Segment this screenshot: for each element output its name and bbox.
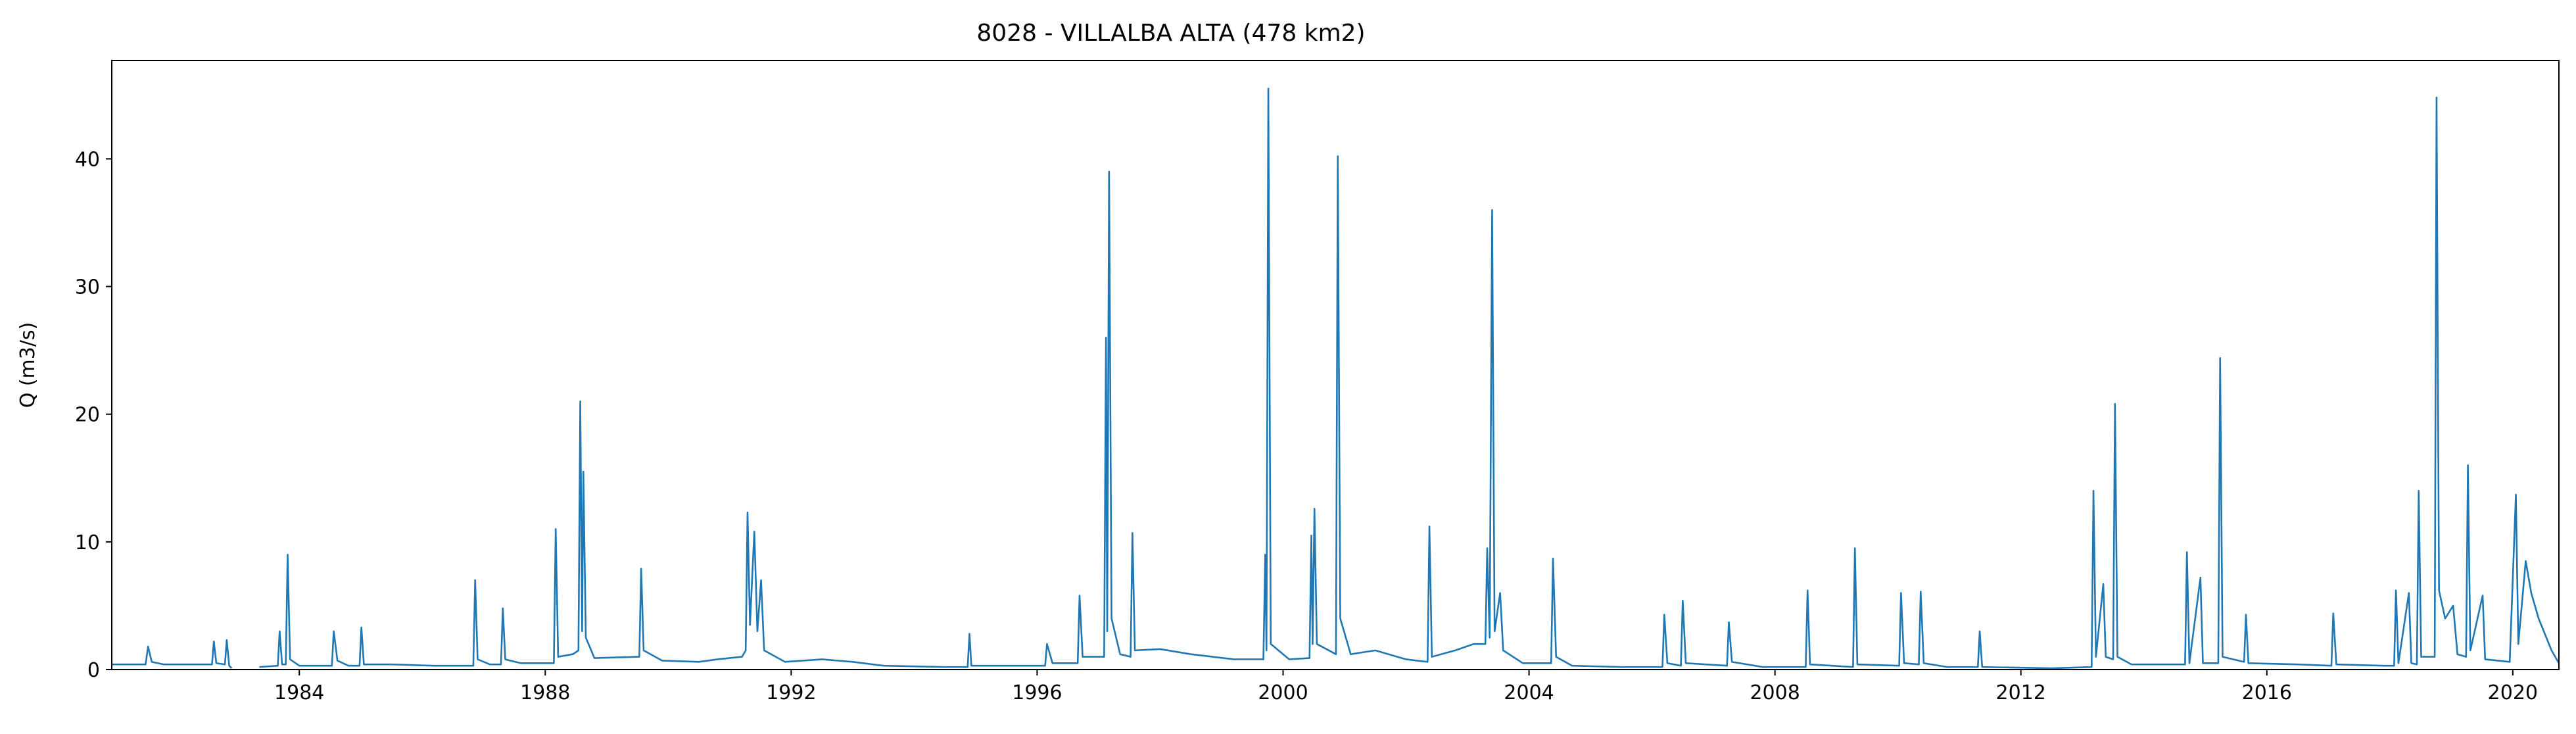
- y-tick-label: 40: [75, 148, 100, 171]
- y-tick-label: 20: [75, 404, 100, 427]
- data-line: [112, 639, 233, 669]
- x-tick-label: 1992: [766, 681, 816, 704]
- x-tick-label: 1984: [274, 681, 324, 704]
- chart-title: 8028 - VILLALBA ALTA (478 km2): [976, 20, 1365, 47]
- x-tick-label: 1988: [520, 681, 570, 704]
- x-tick-label: 2016: [2242, 681, 2292, 704]
- y-tick-label: 30: [75, 276, 100, 299]
- data-line: [259, 87, 2560, 670]
- x-tick-label: 2020: [2488, 681, 2538, 704]
- y-tick-label: 0: [87, 659, 100, 682]
- x-tick-label: 1996: [1012, 681, 1062, 704]
- x-tick-label: 2000: [1258, 681, 1308, 704]
- plot-frame: [111, 60, 2560, 670]
- x-tick-label: 2012: [1996, 681, 2046, 704]
- y-axis-label: Q (m3/s): [16, 322, 39, 408]
- y-tick-label: 10: [75, 531, 100, 554]
- x-tick-label: 2004: [1504, 681, 1554, 704]
- x-tick-label: 2008: [1750, 681, 1800, 704]
